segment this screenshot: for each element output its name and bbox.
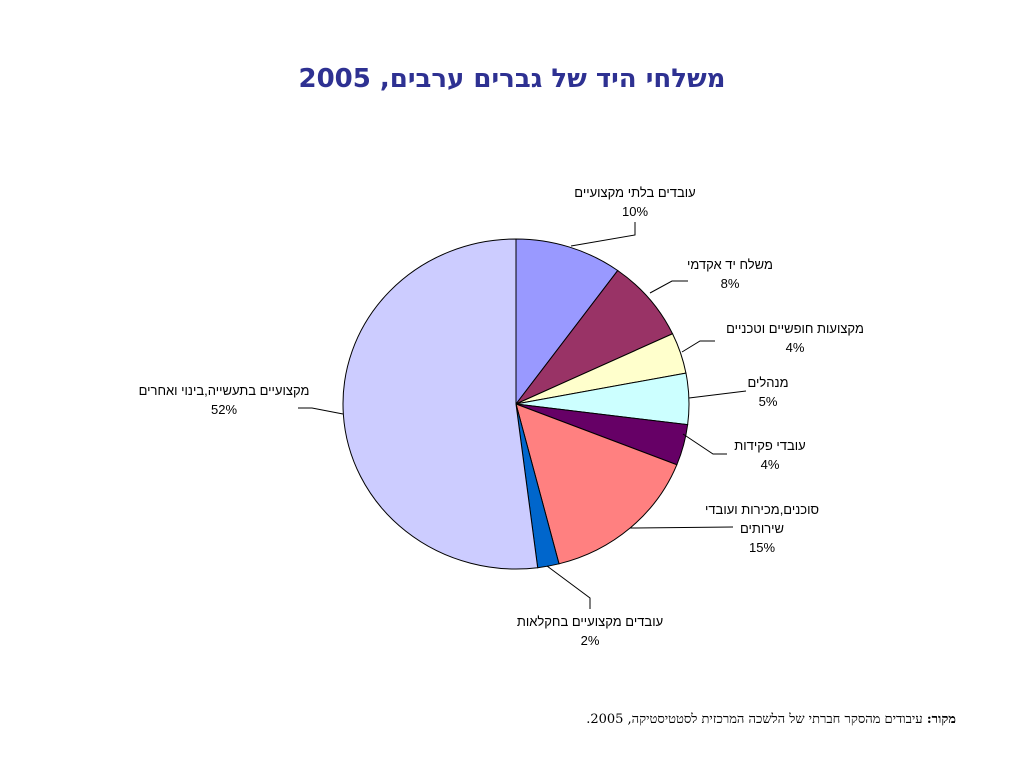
slice-label-text: סוכנים,מכירות ועובדי שירותים (704, 502, 820, 536)
leader-line (688, 390, 747, 399)
pie-slice (342, 238, 539, 570)
slice-percent: 15% (748, 540, 776, 555)
slice-label-text: מנהלים (747, 375, 789, 390)
slice-label-text: עובדי פקידות (734, 438, 806, 453)
leader-line (570, 222, 636, 247)
slice-percent: 8% (720, 276, 740, 291)
slice-label: עובדים מקצועיים בחקלאות 2% (490, 612, 690, 650)
slice-label-text: עובדים בלתי מקצועיים (574, 185, 696, 200)
slice-label: מקצועיים בתעשייה,בינוי ואחרים 52% (134, 381, 314, 419)
leader-line (681, 340, 715, 353)
slice-label: מנהלים 5% (728, 373, 808, 411)
leader-line (546, 565, 591, 609)
leader-line (649, 280, 688, 294)
slice-label-text: עובדים מקצועיים בחקלאות (516, 614, 664, 629)
slice-label: עובדי פקידות 4% (715, 436, 825, 474)
source-text: עיבודים מהסקר חברתי של הלשכה המרכזית לסט… (586, 712, 923, 727)
source-label: מקור: (926, 712, 956, 727)
slice-label: משלח יד אקדמי 8% (670, 255, 790, 293)
slice-label: עובדים בלתי מקצועיים 10% (540, 183, 730, 221)
slice-percent: 2% (580, 633, 600, 648)
leader-line (629, 526, 734, 529)
leader-line (298, 407, 344, 415)
slice-label-text: מקצועות חופשיים וטכניים (726, 321, 864, 336)
slice-percent: 4% (760, 457, 780, 472)
slice-label-text: משלח יד אקדמי (687, 257, 773, 272)
slice-label: סוכנים,מכירות ועובדי שירותים 15% (687, 500, 837, 557)
slice-percent: 5% (758, 394, 778, 409)
source-note: מקור: עיבודים מהסקר חברתי של הלשכה המרכז… (586, 711, 956, 727)
slice-percent: 10% (621, 204, 649, 219)
slice-label: מקצועות חופשיים וטכניים 4% (700, 319, 890, 357)
leader-line (682, 433, 727, 455)
slice-percent: 4% (785, 340, 805, 355)
slice-percent: 52% (210, 402, 238, 417)
pie-slice (515, 238, 619, 406)
chart-title: משלחי היד של גברים ערבים, 2005 (298, 64, 726, 94)
slice-label-text: מקצועיים בתעשייה,בינוי ואחרים (138, 383, 310, 398)
